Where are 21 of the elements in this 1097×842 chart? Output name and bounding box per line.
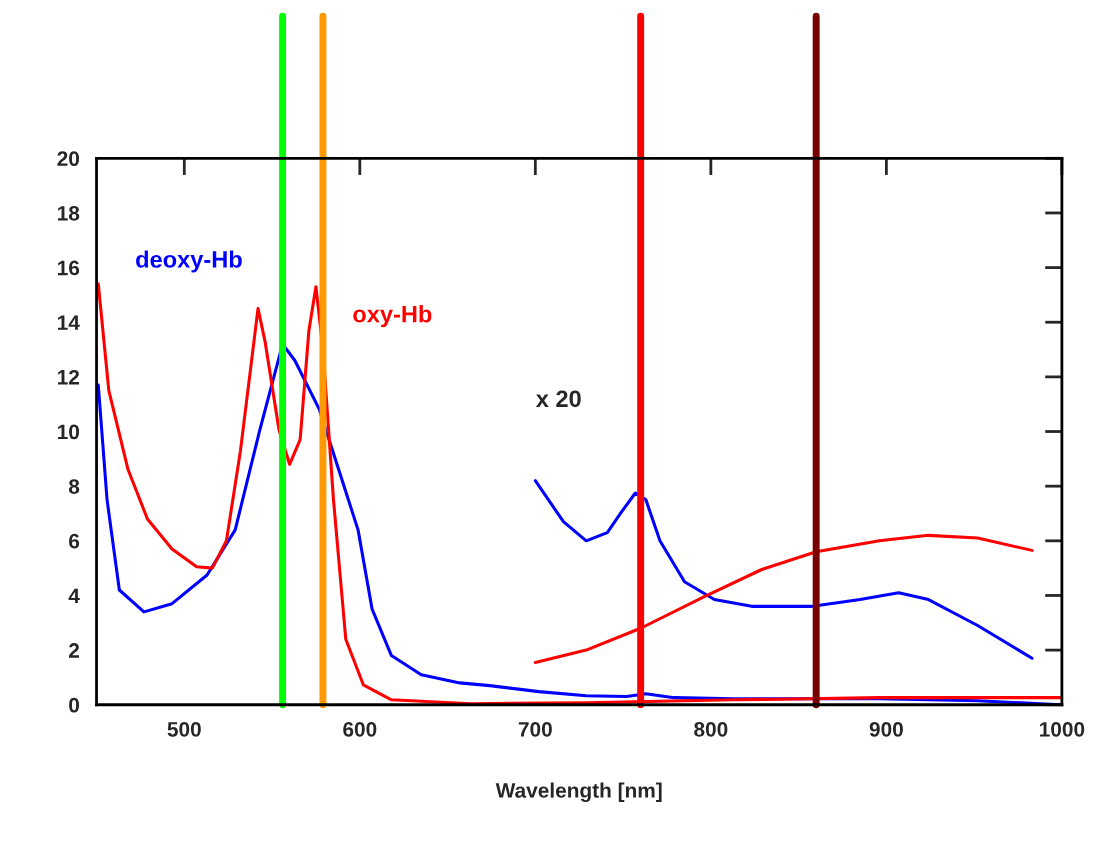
y-tick-label: 14 [58, 315, 80, 330]
y-tick-label: 4 [68, 588, 80, 604]
y-tick-label: 18 [58, 205, 80, 221]
y-tick-label: 12 [58, 369, 80, 385]
x-tick-label: 500 [167, 721, 201, 737]
x-tick-label: 800 [694, 721, 728, 737]
y-tick-label: 8 [68, 479, 80, 494]
y-tick-label: 2 [69, 643, 80, 658]
x-tick-label: 900 [869, 721, 903, 737]
series-label: oxy-Hb [353, 305, 432, 328]
y-tick-label: 10 [58, 424, 80, 440]
y-tick-label: 16 [58, 260, 80, 276]
x-tick-label: 600 [343, 721, 377, 737]
text: deoxy-Hb [136, 250, 242, 273]
y-tick-label: 6 [69, 533, 80, 549]
x-axis-title: Wavelength [nm] [495, 782, 662, 803]
annotation: x 20 [535, 390, 581, 408]
y-tick-label: 0 [69, 697, 80, 713]
x-tick-label: 1000 [1040, 721, 1085, 737]
x-tick-label: 700 [518, 721, 552, 737]
y-tick-label: 20 [57, 151, 80, 167]
